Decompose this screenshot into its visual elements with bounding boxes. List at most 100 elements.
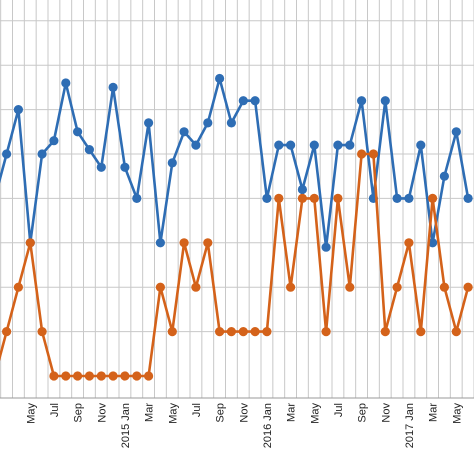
series-1-point [309,140,319,150]
series-2-point [345,282,355,292]
series-1-point [73,127,83,137]
series-1-point [61,78,71,88]
x-tick-label: 2015 Jan [120,403,132,448]
series-1-point [380,96,390,106]
series-1-point [262,193,272,203]
x-tick-label: May [167,403,179,424]
series-1-point [108,82,118,92]
series-1-point [179,127,189,137]
series-2-point [368,149,378,159]
series-2-point [37,327,47,337]
series-2-point [155,282,165,292]
series-2-point [49,371,59,381]
series-1-point [2,149,12,159]
series-2-point [73,371,83,381]
x-tick-label: 2017 Jan [404,403,416,448]
series-2-point [416,327,426,337]
series-2-point [179,238,189,248]
series-1-point [321,242,331,252]
series-1-point [274,140,284,150]
series-2-point [215,327,225,337]
series-1-point [404,193,414,203]
series-2-point [333,193,343,203]
series-1-point [203,118,213,128]
series-1-point [13,105,23,115]
series-1-point [297,184,307,195]
series-2-point [392,282,402,292]
x-axis-tick-labels: May Jul Sep Nov 2015 Jan Mar May Jul Sep Nov 2016 … [25,403,463,449]
series-1-point [357,96,367,106]
series-2-point [250,327,260,337]
series-2-point [274,193,284,203]
x-tick-label: Jul [333,403,345,417]
x-tick-label: Nov [380,403,392,423]
series-1-point [226,118,236,128]
x-tick-label: Mar [428,403,440,422]
series-1-point [215,73,225,84]
series-1-point [392,193,402,203]
x-tick-label: Jul [191,403,203,417]
x-tick-label: Nov [238,403,250,423]
series-1-point [238,96,248,106]
series-1-point [451,127,461,137]
series-2-point [108,371,118,381]
series-2-point [262,327,272,337]
series-1-point [96,162,106,172]
x-tick-label: May [309,403,321,424]
series-2-point [96,371,106,381]
series-2-point [132,371,142,381]
series-2-point [380,327,390,337]
x-tick-label: Mar [144,403,156,422]
series-1-point [155,238,165,248]
series-2-point [451,327,461,337]
x-tick-label: Nov [96,403,108,423]
x-tick-label: May [451,403,463,424]
x-tick-label: May [25,403,37,424]
series-2-point [84,371,94,381]
series-1-point [463,193,473,203]
series-2-point [226,327,236,337]
series-1-point [286,140,296,150]
series-1-point [84,145,94,155]
series-2-point [144,371,154,381]
series-2-point [25,238,35,248]
series-1-point [49,136,59,146]
series-1-point [120,162,130,172]
series-1-point [144,118,154,128]
series-1-point [132,193,142,203]
series-1-line [0,77,470,249]
series-2-point [2,327,12,337]
series-1-point [416,140,426,150]
series-2-point [297,193,307,203]
series-2-point [203,238,213,248]
series-2-point [238,327,248,337]
x-tick-label: 2016 Jan [262,403,274,448]
x-tick-label: Sep [357,403,369,423]
series-1-point [439,171,449,181]
series-1-point [167,158,177,168]
x-tick-label: Mar [286,403,298,422]
series-2-point [167,327,177,337]
series-2-point [428,193,438,203]
series-2-point [357,149,367,159]
series-2-point [286,282,296,292]
x-tick-label: Sep [73,403,85,423]
series-1-point [250,96,260,106]
series-2-point [13,282,23,292]
series-2-point [439,282,449,292]
series-2-point [120,371,130,381]
series-1-point [333,140,343,150]
x-tick-label: Sep [215,403,227,423]
series-2-line [0,152,470,378]
series-1-point [345,140,355,150]
series-2-point [463,282,473,292]
series-1-point [37,149,47,159]
series-2-point [309,193,319,203]
series-2-point [321,327,331,337]
series-layer [0,73,473,381]
series-1-point [191,140,201,150]
series-2-point [404,238,414,248]
series-2-point [61,371,71,381]
series-1-point [428,238,438,248]
